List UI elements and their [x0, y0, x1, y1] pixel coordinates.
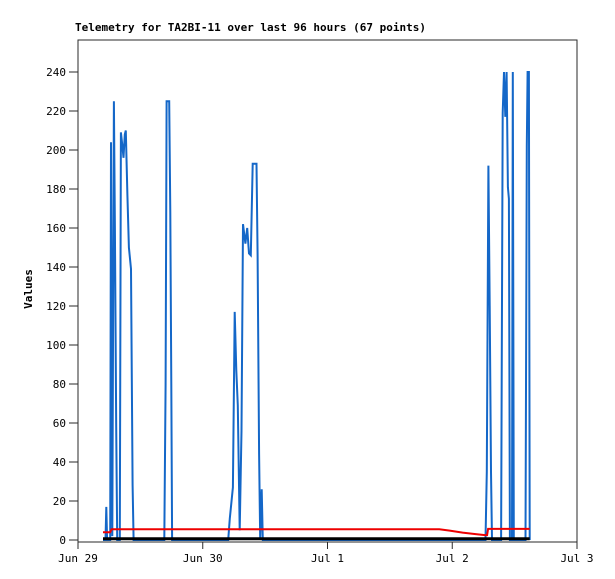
- y-tick-label: 160: [46, 222, 66, 235]
- y-tick-label: 180: [46, 183, 66, 196]
- y-tick-label: 200: [46, 144, 66, 157]
- y-tick-label: 140: [46, 261, 66, 274]
- y-tick-label: 240: [46, 66, 66, 79]
- y-tick-label: 20: [53, 495, 66, 508]
- y-tick-label: 220: [46, 105, 66, 118]
- y-axis-label: Values: [22, 269, 35, 309]
- plot-border: [77, 39, 578, 543]
- chart-title: Telemetry for TA2BI-11 over last 96 hour…: [75, 21, 426, 34]
- y-tick-label: 80: [53, 378, 66, 391]
- x-tick-label: Jul 3: [560, 552, 593, 565]
- y-tick-label: 120: [46, 300, 66, 313]
- x-tick-label: Jul 2: [436, 552, 469, 565]
- y-tick-label: 60: [53, 417, 66, 430]
- x-tick-label: Jun 30: [183, 552, 223, 565]
- series-baseline-line: [103, 527, 530, 537]
- x-tick-label: Jul 1: [311, 552, 344, 565]
- y-tick-label: 40: [53, 456, 66, 469]
- y-axis-ticks: 0 20 40 60 80 100 120 140 160 180 200 220 240: [46, 66, 78, 547]
- y-tick-label: 0: [59, 534, 66, 547]
- x-axis-ticks: Jun 29 Jun 30 Jul 1 Jul 2 Jul 3: [58, 542, 594, 565]
- x-tick-label: Jun 29: [58, 552, 98, 565]
- series-telemetry-values-line: [103, 71, 531, 541]
- y-tick-label: 100: [46, 339, 66, 352]
- data-series: [103, 71, 531, 541]
